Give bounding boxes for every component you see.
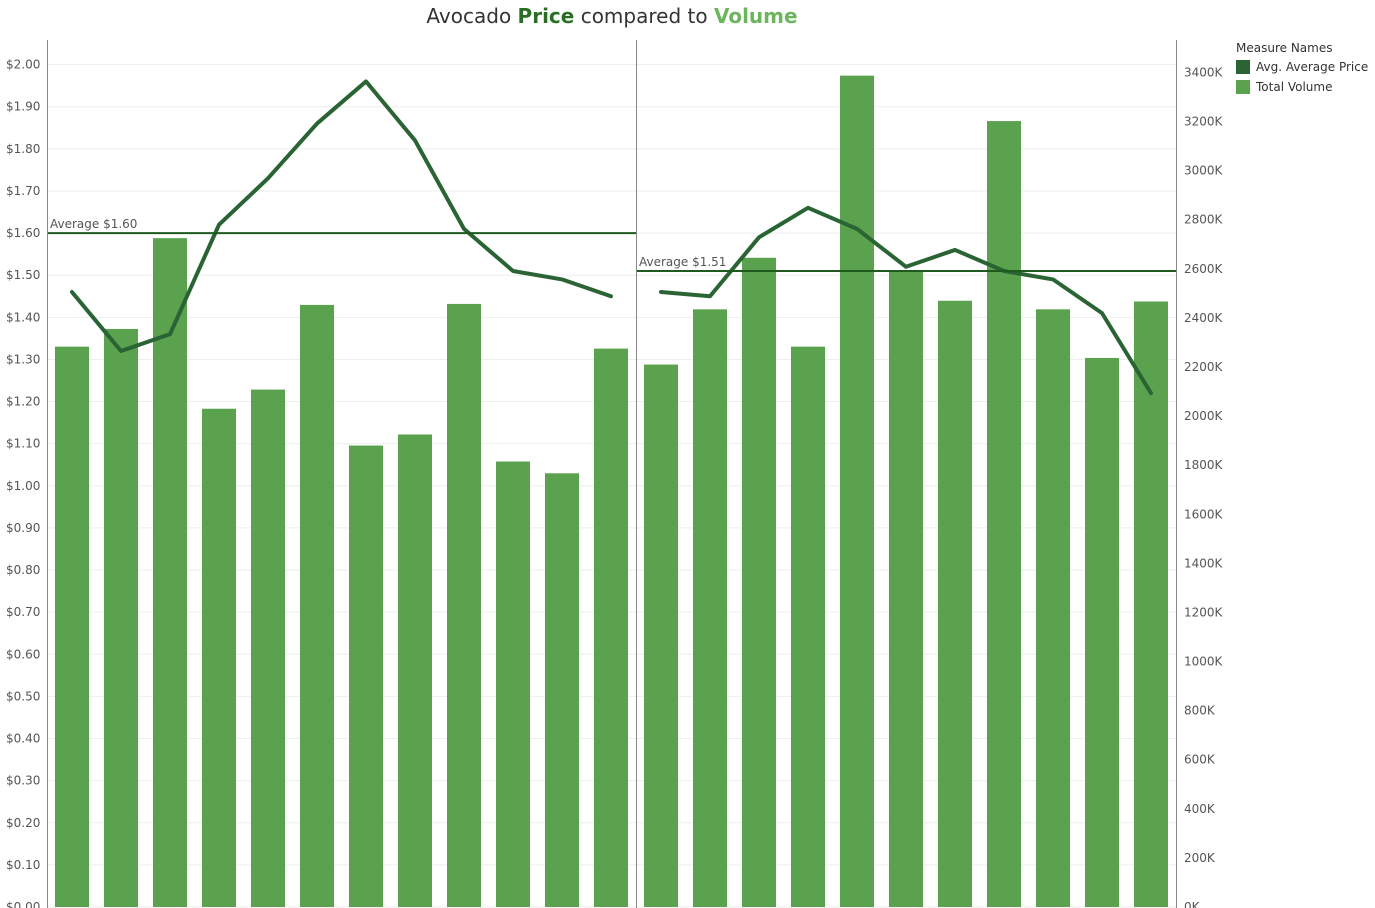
volume-bar <box>644 364 678 907</box>
right-tick-label: 2800K <box>1184 213 1224 227</box>
volume-bar <box>742 257 776 907</box>
volume-bar <box>1036 309 1070 908</box>
right-tick-label: 2600K <box>1184 262 1224 276</box>
right-tick-label: 1200K <box>1184 605 1224 619</box>
volume-bar <box>938 300 972 907</box>
volume-bar <box>251 389 285 907</box>
left-tick-label: $0.60 <box>6 647 40 661</box>
price-lines <box>70 79 1153 396</box>
title-prefix: Avocado <box>426 4 518 28</box>
volume-bar <box>987 121 1021 908</box>
bars <box>55 75 1168 908</box>
left-tick-label: $1.00 <box>6 479 40 493</box>
left-tick-label: $1.20 <box>6 395 40 409</box>
left-tick-label: $0.30 <box>6 774 40 788</box>
left-tick-label: $0.00 <box>6 900 40 908</box>
title-volume-word: Volume <box>713 4 798 28</box>
left-tick-label: $1.70 <box>6 184 40 198</box>
left-tick-label: $0.70 <box>6 605 40 619</box>
volume-bar <box>349 445 383 907</box>
left-tick-label: $1.60 <box>6 226 40 240</box>
legend-title: Measure Names <box>1236 41 1333 55</box>
volume-bar <box>594 348 628 907</box>
price-line <box>70 79 613 354</box>
legend-item-volume[interactable]: Total Volume <box>1236 77 1368 97</box>
right-tick-label: 1000K <box>1184 655 1224 669</box>
tick-labels: $0.00 $0.10 $0.20 $0.30 $0.40 $0.50 $0.60 $0.70… <box>6 58 1224 908</box>
right-tick-label: 2400K <box>1184 311 1224 325</box>
right-tick-label: 2200K <box>1184 360 1224 374</box>
volume-bar <box>1085 357 1119 907</box>
legend-label-volume: Total Volume <box>1256 80 1333 94</box>
volume-bar <box>693 309 727 908</box>
reference-line-label: Average $1.51 <box>639 255 726 269</box>
right-tick-label: 200K <box>1184 851 1216 865</box>
left-tick-label: $1.40 <box>6 310 40 324</box>
right-tick-label: 2000K <box>1184 409 1224 423</box>
left-tick-label: $0.50 <box>6 689 40 703</box>
left-tick-label: $0.90 <box>6 521 40 535</box>
reference-lines: Average $1.60 Average $1.51 <box>48 217 1176 272</box>
volume-bar <box>889 272 923 907</box>
volume-bar <box>153 238 187 907</box>
left-tick-label: $1.80 <box>6 142 40 156</box>
volume-bar <box>791 346 825 907</box>
volume-bar <box>300 304 334 908</box>
left-tick-label: $0.80 <box>6 563 40 577</box>
right-tick-label: 3200K <box>1184 115 1224 129</box>
right-tick-label: 1800K <box>1184 458 1224 472</box>
legend-swatch-volume <box>1236 80 1250 94</box>
legend: Measure Names Avg. Average Price Total V… <box>1236 41 1368 97</box>
right-tick-label: 1600K <box>1184 507 1224 521</box>
volume-bar <box>398 434 432 907</box>
legend-item-price[interactable]: Avg. Average Price <box>1236 57 1368 77</box>
volume-bar <box>496 461 530 907</box>
right-tick-label: 400K <box>1184 802 1216 816</box>
legend-swatch-price <box>1236 60 1250 74</box>
axes <box>47 40 1177 908</box>
left-tick-label: $1.90 <box>6 100 40 114</box>
chart-title: Avocado Price compared to Volume <box>0 4 1224 28</box>
title-price-word: Price <box>517 4 575 28</box>
right-tick-label: 3400K <box>1184 65 1224 79</box>
reference-line-label: Average $1.60 <box>50 217 137 231</box>
right-tick-label: 3000K <box>1184 164 1224 178</box>
volume-bar <box>1134 301 1168 907</box>
volume-bar <box>545 473 579 907</box>
title-middle: compared to <box>574 4 714 28</box>
left-tick-label: $0.10 <box>6 858 40 872</box>
volume-bar <box>202 408 236 907</box>
left-tick-label: $2.00 <box>6 58 40 72</box>
right-tick-label: 600K <box>1184 753 1216 767</box>
volume-bar <box>104 328 138 908</box>
right-tick-label: 800K <box>1184 704 1216 718</box>
volume-bar <box>840 75 874 908</box>
volume-bar <box>447 303 481 908</box>
left-tick-label: $1.50 <box>6 268 40 282</box>
right-tick-label: 1400K <box>1184 556 1224 570</box>
left-tick-label: $0.40 <box>6 732 40 746</box>
right-tick-label: 0K <box>1184 900 1201 908</box>
volume-bar <box>55 346 89 907</box>
left-tick-label: $0.20 <box>6 816 40 830</box>
left-tick-label: $1.10 <box>6 437 40 451</box>
legend-label-price: Avg. Average Price <box>1256 60 1369 74</box>
left-tick-label: $1.30 <box>6 352 40 366</box>
